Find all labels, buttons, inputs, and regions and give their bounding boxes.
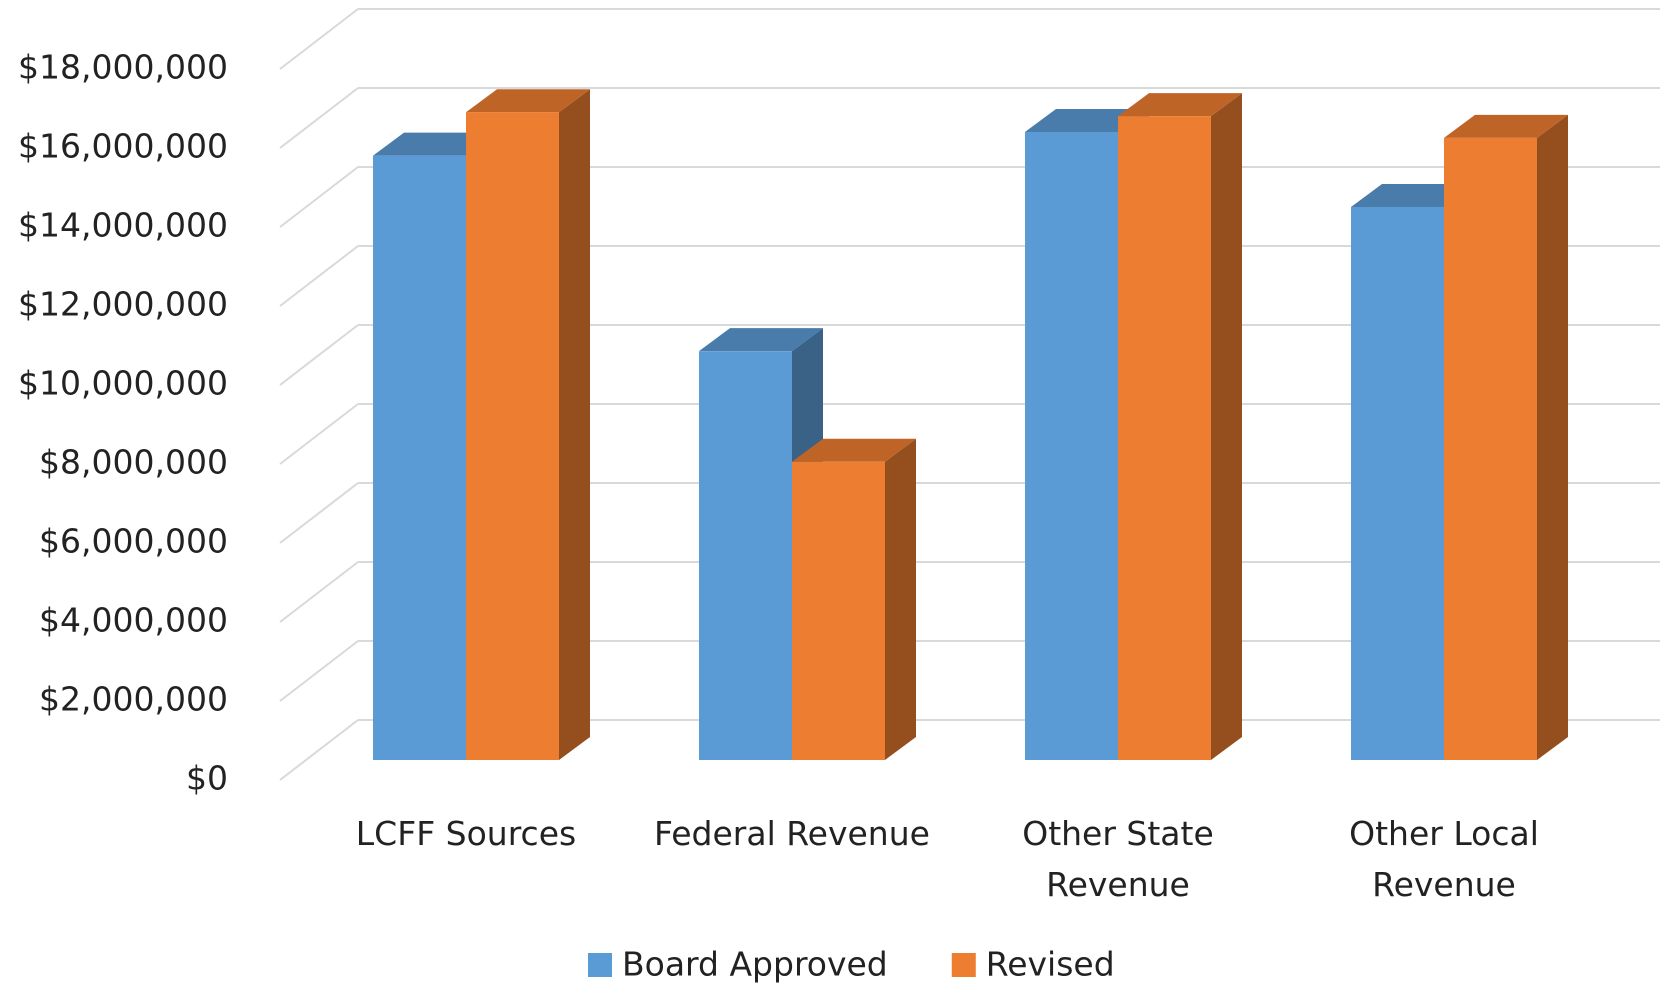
grid-line [279, 403, 359, 465]
x-tick-label: Other Local Revenue [1349, 814, 1539, 904]
bar [1025, 131, 1118, 760]
bar-side [885, 438, 916, 760]
grid-line [279, 640, 359, 702]
bar [373, 155, 466, 760]
y-tick-label: $18,000,000 [18, 48, 228, 87]
grid-line [279, 324, 359, 386]
bar-side [559, 89, 590, 760]
y-tick-label: $12,000,000 [18, 285, 228, 324]
bar [466, 112, 559, 760]
grid-line [279, 166, 359, 228]
legend-label: Revised [986, 945, 1115, 984]
bar [1351, 207, 1444, 760]
x-tick-label: Federal Revenue [654, 814, 930, 853]
y-tick-label: $6,000,000 [39, 522, 228, 561]
grid-line [279, 87, 359, 149]
bar [1118, 116, 1211, 760]
x-tick-label: Other State Revenue [1022, 814, 1214, 904]
grid-line [279, 245, 359, 307]
bar-top [466, 89, 590, 113]
bar [792, 461, 885, 760]
bar-side [1211, 93, 1242, 760]
y-tick-label: $0 [186, 759, 228, 798]
y-tick-label: $8,000,000 [39, 443, 228, 482]
bar [699, 351, 792, 760]
y-tick-label: $2,000,000 [39, 680, 228, 719]
legend-swatch [951, 953, 976, 977]
bar-side [1537, 114, 1568, 760]
legend-label: Board Approved [622, 945, 888, 984]
y-tick-label: $16,000,000 [18, 127, 228, 166]
y-tick-label: $10,000,000 [18, 364, 228, 403]
grid-line [279, 561, 359, 623]
grid-line [279, 719, 359, 781]
bar [1444, 137, 1537, 760]
bar-top [699, 328, 823, 352]
grid-line [279, 8, 359, 70]
bar-top [1118, 93, 1242, 117]
y-tick-label: $14,000,000 [18, 206, 228, 245]
x-tick-label: LCFF Sources [355, 814, 577, 853]
legend-swatch [588, 953, 612, 977]
y-tick-label: $4,000,000 [39, 601, 228, 640]
bar-top [1444, 114, 1568, 138]
bar-top [792, 438, 916, 462]
grid-line [279, 482, 359, 544]
